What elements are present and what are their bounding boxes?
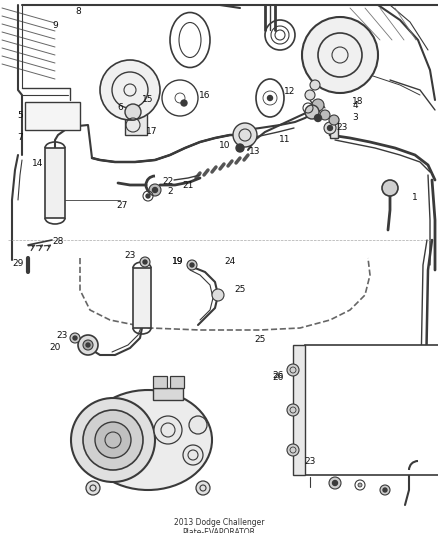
Circle shape (86, 481, 100, 495)
Text: 12: 12 (284, 87, 296, 96)
Circle shape (329, 477, 341, 489)
Circle shape (83, 410, 143, 470)
Text: 25: 25 (254, 335, 266, 344)
Bar (293, 345, 305, 475)
Circle shape (146, 194, 150, 198)
Text: 27: 27 (117, 200, 128, 209)
Circle shape (302, 17, 378, 93)
Text: 5: 5 (17, 111, 23, 120)
Bar (330, 118, 338, 138)
Circle shape (125, 104, 141, 120)
Text: 15: 15 (142, 95, 154, 104)
Circle shape (189, 416, 207, 434)
Circle shape (305, 105, 319, 119)
Bar (45, 148, 65, 218)
Circle shape (233, 123, 257, 147)
Text: 23: 23 (124, 251, 136, 260)
Text: 17: 17 (146, 127, 158, 136)
Text: 2013 Dodge Challenger
Plate-EVAPORATOR
Diagram for 68160172AA: 2013 Dodge Challenger Plate-EVAPORATOR D… (170, 518, 268, 533)
Circle shape (212, 289, 224, 301)
Text: 18: 18 (352, 98, 364, 107)
Circle shape (78, 335, 98, 355)
Text: 16: 16 (199, 91, 211, 100)
Text: 25: 25 (234, 286, 246, 295)
Text: 13: 13 (249, 148, 261, 157)
Circle shape (358, 483, 362, 487)
Circle shape (383, 488, 387, 492)
Text: 22: 22 (162, 177, 173, 187)
Circle shape (83, 340, 93, 350)
Text: 23: 23 (57, 330, 68, 340)
Text: 14: 14 (32, 158, 44, 167)
Circle shape (380, 485, 390, 495)
Circle shape (268, 95, 272, 101)
Text: 2: 2 (167, 188, 173, 197)
Circle shape (190, 263, 194, 267)
Circle shape (100, 60, 160, 120)
Circle shape (196, 481, 210, 495)
Text: 19: 19 (172, 257, 184, 266)
Circle shape (95, 422, 131, 458)
Circle shape (328, 125, 332, 131)
Text: 1: 1 (412, 193, 418, 203)
Text: 9: 9 (52, 20, 58, 29)
Text: 21: 21 (182, 181, 194, 190)
Ellipse shape (84, 390, 212, 490)
Text: 19: 19 (172, 257, 184, 266)
Circle shape (287, 404, 299, 416)
Text: 24: 24 (224, 257, 236, 266)
Circle shape (382, 180, 398, 196)
Circle shape (320, 110, 330, 120)
Circle shape (314, 115, 321, 122)
Circle shape (73, 336, 77, 340)
Bar (133, 268, 151, 328)
Text: 4: 4 (352, 101, 358, 109)
Circle shape (310, 80, 320, 90)
Circle shape (152, 188, 158, 192)
Circle shape (181, 100, 187, 106)
Bar (153, 376, 167, 388)
Circle shape (71, 398, 155, 482)
Text: 29: 29 (12, 259, 24, 268)
Circle shape (187, 260, 197, 270)
Text: 20: 20 (49, 343, 61, 352)
Bar (25, 102, 80, 130)
Text: 6: 6 (117, 103, 123, 112)
Bar (305, 345, 438, 475)
Circle shape (287, 444, 299, 456)
Text: 28: 28 (52, 238, 64, 246)
Text: 26: 26 (272, 374, 284, 383)
Text: 3: 3 (352, 114, 358, 123)
Circle shape (332, 481, 338, 486)
Text: 23: 23 (336, 124, 348, 133)
Circle shape (236, 144, 244, 152)
Bar (170, 376, 184, 388)
Circle shape (86, 343, 90, 347)
Circle shape (154, 416, 182, 444)
Circle shape (149, 184, 161, 196)
Circle shape (287, 364, 299, 376)
Circle shape (312, 99, 324, 111)
Circle shape (143, 260, 147, 264)
Text: 10: 10 (219, 141, 231, 149)
Circle shape (329, 115, 339, 125)
Circle shape (305, 90, 315, 100)
Circle shape (324, 122, 336, 134)
Text: 26: 26 (272, 370, 284, 379)
Text: 11: 11 (279, 135, 291, 144)
Circle shape (70, 333, 80, 343)
Text: 8: 8 (75, 7, 81, 17)
Circle shape (183, 445, 203, 465)
Bar (125, 105, 147, 135)
Text: 23: 23 (304, 457, 316, 466)
Bar (153, 388, 183, 400)
Text: 7: 7 (17, 133, 23, 142)
Circle shape (140, 257, 150, 267)
